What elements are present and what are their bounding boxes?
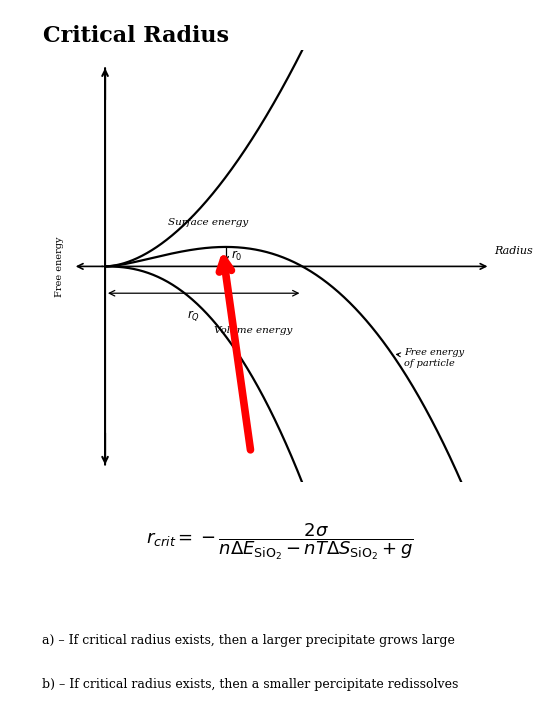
Text: $r_Q$: $r_Q$: [187, 308, 200, 323]
Text: $r_{crit} = -\dfrac{2\sigma}{n\Delta E_{\mathrm{SiO_2}} - nT\Delta S_{\mathrm{Si: $r_{crit} = -\dfrac{2\sigma}{n\Delta E_{…: [146, 521, 414, 562]
Text: Free energy
of particle: Free energy of particle: [396, 348, 464, 368]
Text: Free energy: Free energy: [55, 236, 64, 297]
Text: $r_0$: $r_0$: [231, 248, 243, 263]
Text: Surface energy: Surface energy: [168, 218, 248, 227]
Text: Radius: Radius: [494, 246, 532, 256]
Text: Critical Radius: Critical Radius: [43, 25, 229, 48]
Text: Volume energy: Volume energy: [214, 325, 293, 335]
Text: b) – If critical radius exists, then a smaller percipitate redissolves: b) – If critical radius exists, then a s…: [42, 678, 458, 691]
Text: a) – If critical radius exists, then a larger precipitate grows large: a) – If critical radius exists, then a l…: [42, 634, 455, 647]
